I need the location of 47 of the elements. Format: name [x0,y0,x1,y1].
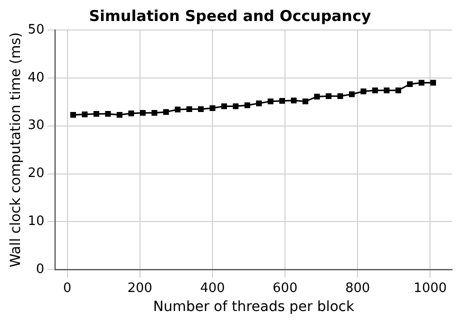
point [93,110,100,117]
point [348,91,355,98]
y-axis-title: Wall clock computation time (ms) [8,32,24,268]
point [244,102,250,108]
point [314,94,320,100]
y-tick-label: 0 [36,262,44,277]
point [140,110,146,116]
y-tick-label: 30 [28,118,44,134]
y-tick-label: 50 [28,22,44,38]
point [256,100,262,106]
point [70,112,76,118]
point [105,110,111,117]
y-tick-label: 20 [28,166,44,182]
point [337,93,344,99]
point [232,103,239,110]
point [82,111,88,118]
point [210,105,216,111]
x-tick-label: 200 [127,280,152,296]
point [372,88,378,94]
x-axis-title: Number of threads per block [153,299,356,316]
x-tick-label: 1000 [414,280,447,296]
point [221,103,227,110]
point [360,88,366,94]
point [302,98,308,104]
x-tick-label: 0 [63,280,72,296]
chart-title: Simulation Speed and Occupancy [88,6,372,25]
point [174,106,181,112]
point [268,98,274,104]
point [198,106,204,112]
point [279,98,286,104]
point [326,93,332,99]
x-tick-label: 600 [272,280,298,296]
point [418,80,424,86]
point [128,110,134,116]
point [186,106,192,112]
point [116,112,122,118]
x-tick-label: 800 [345,280,370,296]
point [163,109,169,115]
point [290,98,297,104]
point [430,80,436,86]
y-tick-label: 40 [28,70,44,86]
point [407,81,413,88]
y-tick-label: 10 [28,214,44,230]
point [395,88,402,94]
point [152,110,158,116]
x-tick-label: 400 [200,280,225,296]
point [384,88,390,94]
